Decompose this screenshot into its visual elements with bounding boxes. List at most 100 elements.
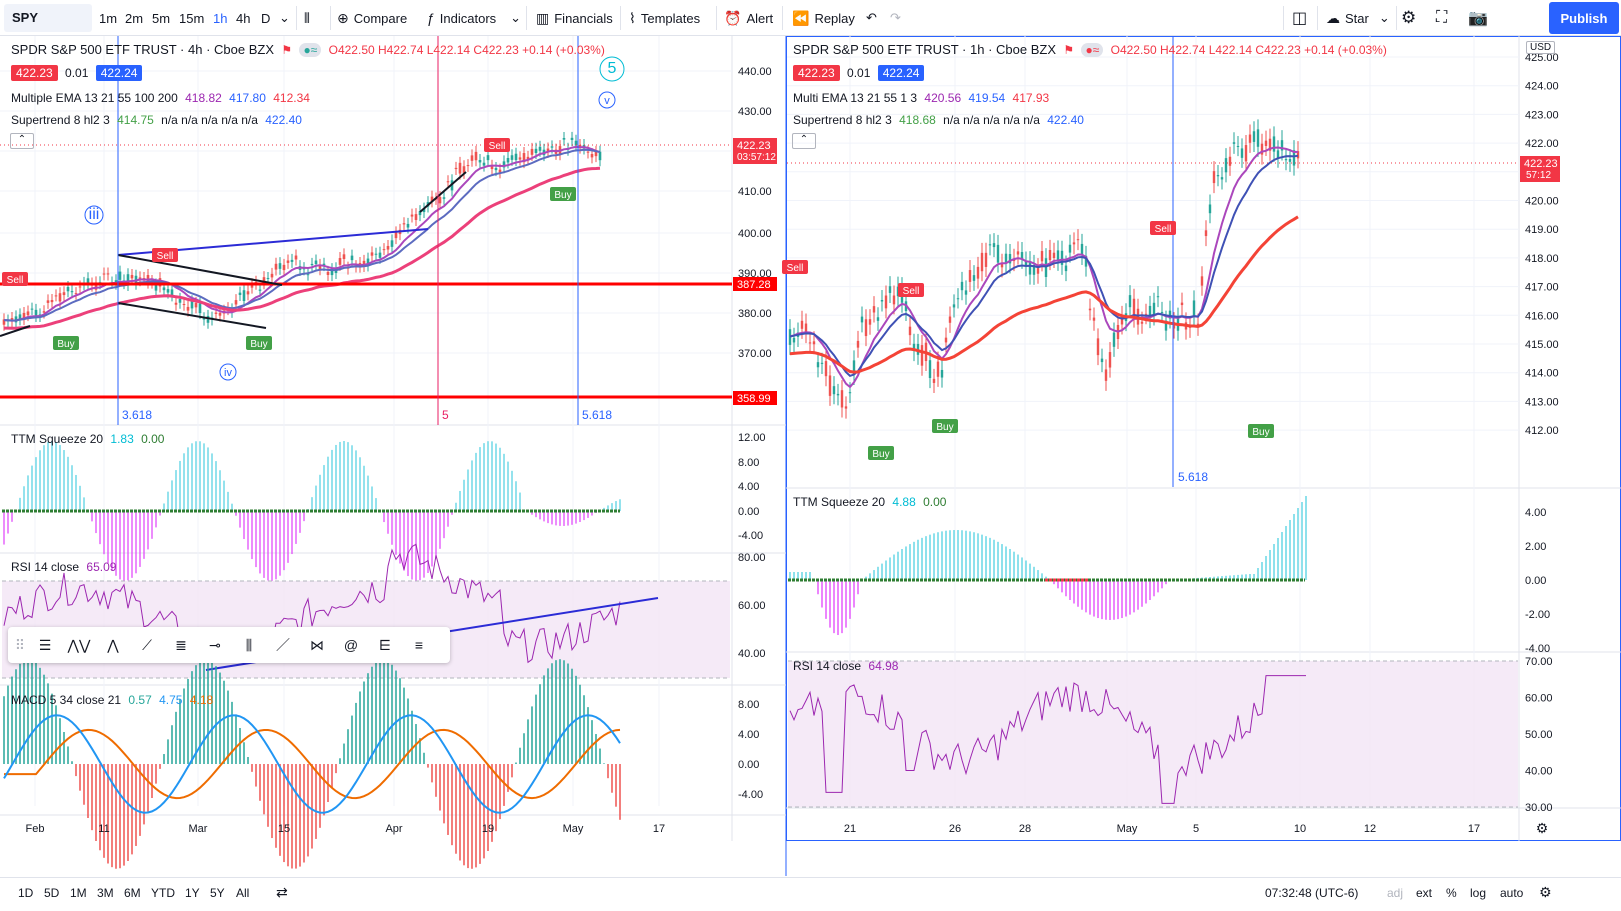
compare-button[interactable]: ⊕ Compare (337, 0, 407, 36)
collapse-legend-button[interactable]: ⌃ (792, 133, 816, 149)
timeframe-dropdown-icon[interactable]: ⌄ (279, 10, 290, 25)
timeframe-1h[interactable]: 1h (213, 10, 228, 26)
abc-wave-icon[interactable]: ⋀ (107, 636, 119, 653)
ttm-tick-label: 0.00 (738, 506, 759, 518)
horizontal-lines-icon[interactable]: ☰ (38, 636, 52, 653)
timeframe-4h[interactable]: 4h (236, 10, 251, 26)
adj-toggle[interactable]: adj (1387, 886, 1404, 900)
timeframe-15m[interactable]: 15m (179, 10, 205, 26)
indicators-label: Indicators (439, 10, 497, 26)
flag-icon[interactable]: ⚑ (1063, 43, 1075, 57)
flag-icon[interactable]: ⚑ (281, 43, 293, 57)
status-pill-icon[interactable]: ●≈ (1081, 43, 1104, 57)
candle-body (864, 319, 868, 337)
cloud-icon: ☁ (1326, 9, 1340, 26)
candle-body (1096, 338, 1100, 356)
candle-body (206, 315, 210, 323)
bar-style-icon[interactable]: ⫴ (304, 9, 310, 26)
buy-signal-label: Buy (57, 339, 74, 350)
bottom-settings-gear-icon[interactable]: ⚙ (1539, 884, 1552, 900)
candle-body (370, 252, 374, 256)
range-5d[interactable]: 5D (44, 886, 60, 900)
ext-toggle[interactable]: ext (1416, 886, 1433, 900)
collapse-legend-button[interactable]: ⌃ (10, 133, 34, 149)
candle-body (948, 316, 952, 323)
range-1m[interactable]: 1M (70, 886, 87, 900)
line-icon[interactable]: ／ (276, 637, 290, 653)
indicators-button[interactable]: ƒ Indicators ⌄ (427, 0, 521, 36)
right-ask-badge[interactable]: 422.24 (877, 65, 925, 81)
candle-body (246, 291, 250, 295)
log-toggle[interactable]: log (1470, 886, 1487, 900)
timeframe-2m[interactable]: 2m (125, 10, 144, 26)
range-1y[interactable]: 1Y (185, 886, 200, 900)
undo-icon[interactable]: ↶ (866, 10, 877, 25)
supertrend-value: n/a n/a n/a n/a n/a (161, 113, 258, 127)
elliott-wave-icon[interactable]: ⋀⋁ (67, 636, 91, 653)
candle-body (518, 157, 522, 160)
layout-icon[interactable]: ◫ (1292, 10, 1308, 27)
date-range-icon[interactable]: ⇄ (276, 884, 288, 900)
spiral-icon[interactable]: @ (343, 637, 359, 653)
vertical-lines-icon[interactable]: ⫼ (245, 636, 253, 653)
time-tick-label: 11 (98, 823, 109, 835)
candle-body (486, 155, 490, 161)
replay-button[interactable]: ⏪ Replay (792, 0, 855, 36)
range-all[interactable]: All (236, 886, 250, 900)
publish-button[interactable]: Publish (1549, 2, 1619, 34)
left-ask-badge[interactable]: 422.24 (95, 65, 143, 81)
auto-toggle[interactable]: auto (1500, 886, 1524, 900)
symbol-search[interactable]: SPY (4, 4, 92, 32)
clock[interactable]: 07:32:48 (UTC-6) (1265, 886, 1359, 900)
settings-lines-icon[interactable]: ≡ (414, 637, 424, 653)
drag-handle-icon[interactable]: ⠿ (14, 636, 26, 653)
candle-body (1192, 300, 1196, 317)
candle-body (832, 386, 836, 395)
gear-icon[interactable]: ⚙ (1401, 8, 1417, 27)
candle-body (502, 161, 506, 168)
fib-retracement-icon[interactable]: ≣ (175, 636, 187, 653)
redo-icon[interactable]: ↷ (890, 10, 901, 25)
status-pill-icon[interactable]: ●≈ (299, 43, 322, 57)
range-6m[interactable]: 6M (124, 886, 141, 900)
price-label-358: 358.99 (737, 393, 771, 405)
alert-button[interactable]: ⏰ Alert (724, 0, 773, 36)
ema-value: 420.56 (924, 91, 962, 105)
candle-body (510, 155, 514, 160)
timeframe-5m[interactable]: 5m (152, 10, 171, 26)
currency-label[interactable]: USD (1526, 41, 1556, 54)
range-3m[interactable]: 3M (97, 886, 114, 900)
charts-canvas[interactable]: 440.00430.00420.00410.00400.00390.00380.… (0, 36, 1621, 877)
horizontal-ray-icon[interactable]: ⊸ (209, 636, 221, 653)
timeframe-d[interactable]: D (261, 10, 271, 26)
camera-icon[interactable]: 📷 (1468, 10, 1488, 27)
range-5y[interactable]: 5Y (210, 886, 225, 900)
timeframe-1m[interactable]: 1m (99, 10, 118, 26)
candle-body (1148, 305, 1152, 319)
candle-body (856, 340, 860, 348)
financials-button[interactable]: ▥ Financials (536, 0, 613, 36)
left-bid-badge[interactable]: 422.23 (11, 65, 58, 81)
star-button[interactable]: ☁ Star ⌄ (1326, 0, 1390, 36)
alarm-clock-icon: ⏰ (724, 9, 742, 26)
trend-line-icon[interactable]: ⟋ (142, 636, 152, 653)
candle-body (952, 304, 956, 308)
range-1d[interactable]: 1D (18, 886, 34, 900)
pattern-icon[interactable]: ⋈ (310, 636, 324, 653)
candle-body (62, 292, 66, 296)
right-bid-badge[interactable]: 422.23 (793, 65, 840, 81)
templates-icon: ⌇ (629, 9, 636, 26)
chevron-down-icon: ⌄ (510, 10, 522, 25)
candle-body (478, 159, 482, 163)
candle-body (1108, 352, 1112, 368)
candle-body (174, 302, 178, 305)
wave-5-circle (599, 56, 625, 82)
parallel-channel-icon[interactable]: ⋿ (378, 636, 392, 653)
ema-line (3, 148, 601, 322)
candle-body (968, 270, 972, 282)
fullscreen-icon[interactable]: ⛶ (1436, 9, 1448, 26)
candle-body (234, 300, 238, 305)
templates-button[interactable]: ⌇ Templates (629, 0, 700, 36)
percent-toggle[interactable]: % (1446, 886, 1457, 900)
range-ytd[interactable]: YTD (151, 886, 175, 900)
